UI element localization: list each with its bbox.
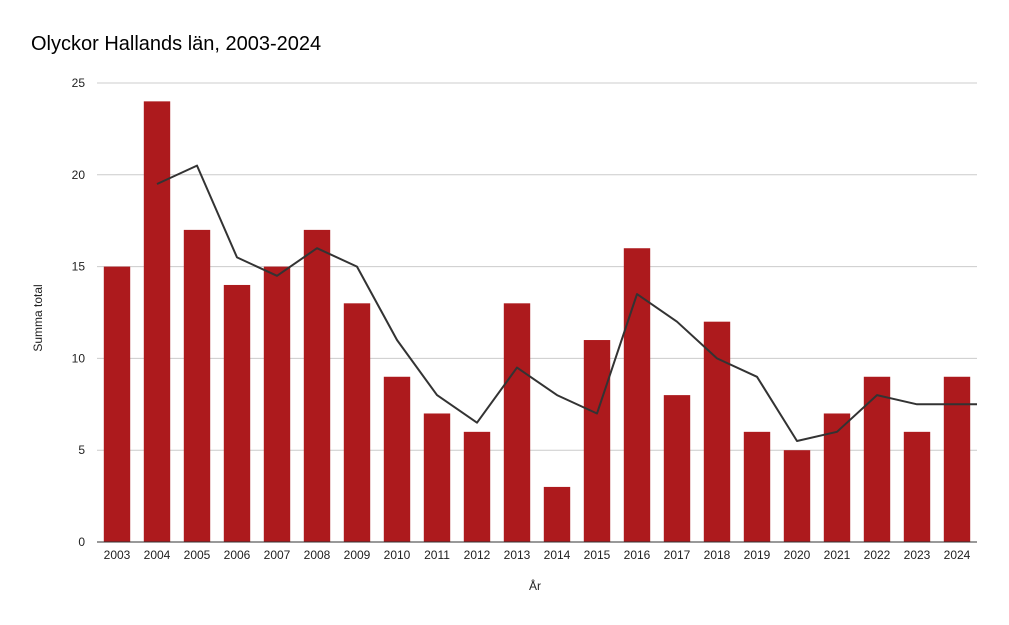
y-tick-label: 20 xyxy=(72,168,86,182)
x-axis-ticks: 2003 2004 2005 2006 2007 2008 2009 2010 2011 2012… xyxy=(104,548,971,562)
x-axis-label: År xyxy=(529,578,541,593)
bar xyxy=(743,431,771,542)
bar xyxy=(303,229,331,542)
x-tick-label: 2017 xyxy=(664,548,691,562)
y-tick-label: 0 xyxy=(78,535,85,549)
bar xyxy=(263,266,291,542)
bar xyxy=(463,431,491,542)
x-tick-label: 2011 xyxy=(424,548,450,562)
x-tick-label: 2003 xyxy=(104,548,131,562)
bar xyxy=(943,376,971,542)
x-tick-label: 2015 xyxy=(584,548,611,562)
bar xyxy=(623,248,651,543)
x-tick-label: 2024 xyxy=(944,548,971,562)
bar xyxy=(543,486,571,542)
bar xyxy=(903,431,931,542)
bar xyxy=(823,413,851,542)
bar xyxy=(143,101,171,543)
x-tick-label: 2019 xyxy=(744,548,771,562)
bar xyxy=(503,303,531,542)
trend-line xyxy=(156,164,977,442)
bars xyxy=(103,101,971,543)
y-tick-label: 5 xyxy=(78,443,85,457)
x-tick-label: 2004 xyxy=(144,548,171,562)
bar xyxy=(663,395,691,542)
y-tick-label: 25 xyxy=(72,76,86,90)
x-tick-label: 2023 xyxy=(904,548,931,562)
x-tick-label: 2013 xyxy=(504,548,531,562)
x-tick-label: 2018 xyxy=(704,548,731,562)
x-tick-label: 2007 xyxy=(264,548,291,562)
bar xyxy=(103,266,131,542)
y-tick-label: 15 xyxy=(72,260,86,274)
x-tick-label: 2006 xyxy=(224,548,251,562)
x-tick-label: 2005 xyxy=(184,548,211,562)
bar xyxy=(383,376,411,542)
bar xyxy=(863,376,891,542)
trend-line-layer xyxy=(156,164,977,442)
bar xyxy=(343,303,371,542)
x-tick-label: 2008 xyxy=(304,548,331,562)
x-tick-label: 2010 xyxy=(384,548,411,562)
x-tick-label: 2016 xyxy=(624,548,651,562)
x-tick-label: 2009 xyxy=(344,548,371,562)
bar xyxy=(783,450,811,542)
y-axis-label: Summa total xyxy=(31,284,45,351)
bar xyxy=(183,229,211,542)
bar xyxy=(223,284,251,542)
y-axis-ticks: 0 5 10 15 20 25 xyxy=(72,76,86,549)
x-tick-label: 2020 xyxy=(784,548,811,562)
x-tick-label: 2014 xyxy=(544,548,571,562)
chart-title: Olyckor Hallands län, 2003-2024 xyxy=(31,33,321,55)
x-tick-label: 2021 xyxy=(824,548,851,562)
bar xyxy=(423,413,451,542)
x-tick-label: 2022 xyxy=(864,548,891,562)
bar xyxy=(583,340,611,542)
x-tick-label: 2012 xyxy=(464,548,491,562)
y-tick-label: 10 xyxy=(72,351,86,365)
bar xyxy=(703,321,731,542)
